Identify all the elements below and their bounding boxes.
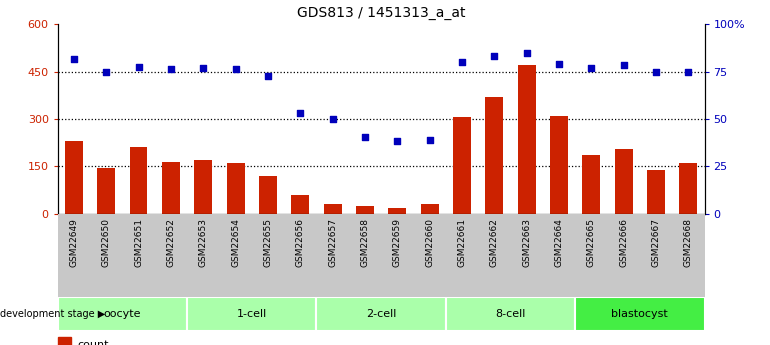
Point [294, 110, 306, 116]
Point [262, 73, 274, 79]
Text: GSM22656: GSM22656 [296, 218, 305, 267]
Text: GSM22649: GSM22649 [69, 218, 79, 267]
Text: 1-cell: 1-cell [236, 309, 267, 319]
Bar [446, 297, 575, 331]
Bar [259, 176, 277, 214]
Bar [65, 141, 83, 214]
Bar [187, 297, 316, 331]
Text: GSM22668: GSM22668 [684, 218, 693, 267]
Bar [388, 208, 407, 214]
Point [585, 66, 598, 71]
Point [618, 62, 630, 68]
Text: GSM22653: GSM22653 [199, 218, 208, 267]
Text: count: count [77, 340, 109, 345]
Text: GSM22658: GSM22658 [360, 218, 370, 267]
Bar [582, 155, 601, 214]
Point [326, 116, 339, 122]
Text: GSM22663: GSM22663 [522, 218, 531, 267]
Bar [356, 206, 374, 214]
Title: GDS813 / 1451313_a_at: GDS813 / 1451313_a_at [297, 6, 465, 20]
Text: GSM22661: GSM22661 [457, 218, 467, 267]
Point [132, 64, 145, 70]
Point [197, 66, 209, 71]
Point [165, 66, 177, 72]
Bar [58, 297, 187, 331]
Point [650, 69, 662, 74]
Bar [129, 148, 148, 214]
Bar [323, 204, 342, 214]
Bar [97, 168, 115, 214]
Text: development stage ▶: development stage ▶ [0, 309, 105, 319]
Point [424, 137, 436, 142]
Text: GSM22650: GSM22650 [102, 218, 111, 267]
Text: blastocyst: blastocyst [611, 309, 668, 319]
Point [68, 56, 80, 62]
Bar [162, 162, 180, 214]
Text: GSM22667: GSM22667 [651, 218, 661, 267]
Bar [614, 149, 633, 214]
Point [488, 53, 500, 59]
Bar [226, 163, 245, 214]
Text: GSM22659: GSM22659 [393, 218, 402, 267]
Bar [453, 117, 471, 214]
Text: GSM22655: GSM22655 [263, 218, 273, 267]
Text: GSM22651: GSM22651 [134, 218, 143, 267]
Point [456, 59, 468, 65]
Bar [679, 163, 698, 214]
Text: oocyte: oocyte [104, 309, 141, 319]
Point [553, 61, 565, 67]
Point [359, 134, 371, 140]
Point [391, 138, 403, 144]
Bar [575, 297, 705, 331]
Text: GSM22660: GSM22660 [425, 218, 434, 267]
Point [229, 66, 242, 72]
Text: GSM22665: GSM22665 [587, 218, 596, 267]
Bar [420, 204, 439, 214]
Bar [517, 65, 536, 214]
Text: GSM22666: GSM22666 [619, 218, 628, 267]
Bar [194, 160, 213, 214]
Point [521, 50, 533, 55]
Text: GSM22654: GSM22654 [231, 218, 240, 267]
Bar [58, 337, 71, 345]
Text: GSM22652: GSM22652 [166, 218, 176, 267]
Bar [485, 97, 504, 214]
Text: GSM22657: GSM22657 [328, 218, 337, 267]
Bar [550, 116, 568, 214]
Bar [647, 170, 665, 214]
Text: GSM22662: GSM22662 [490, 218, 499, 267]
Text: GSM22664: GSM22664 [554, 218, 564, 267]
Text: 8-cell: 8-cell [495, 309, 526, 319]
Point [100, 69, 112, 74]
Text: 2-cell: 2-cell [366, 309, 397, 319]
Bar [291, 195, 310, 214]
Point [682, 69, 695, 74]
Bar [316, 297, 446, 331]
